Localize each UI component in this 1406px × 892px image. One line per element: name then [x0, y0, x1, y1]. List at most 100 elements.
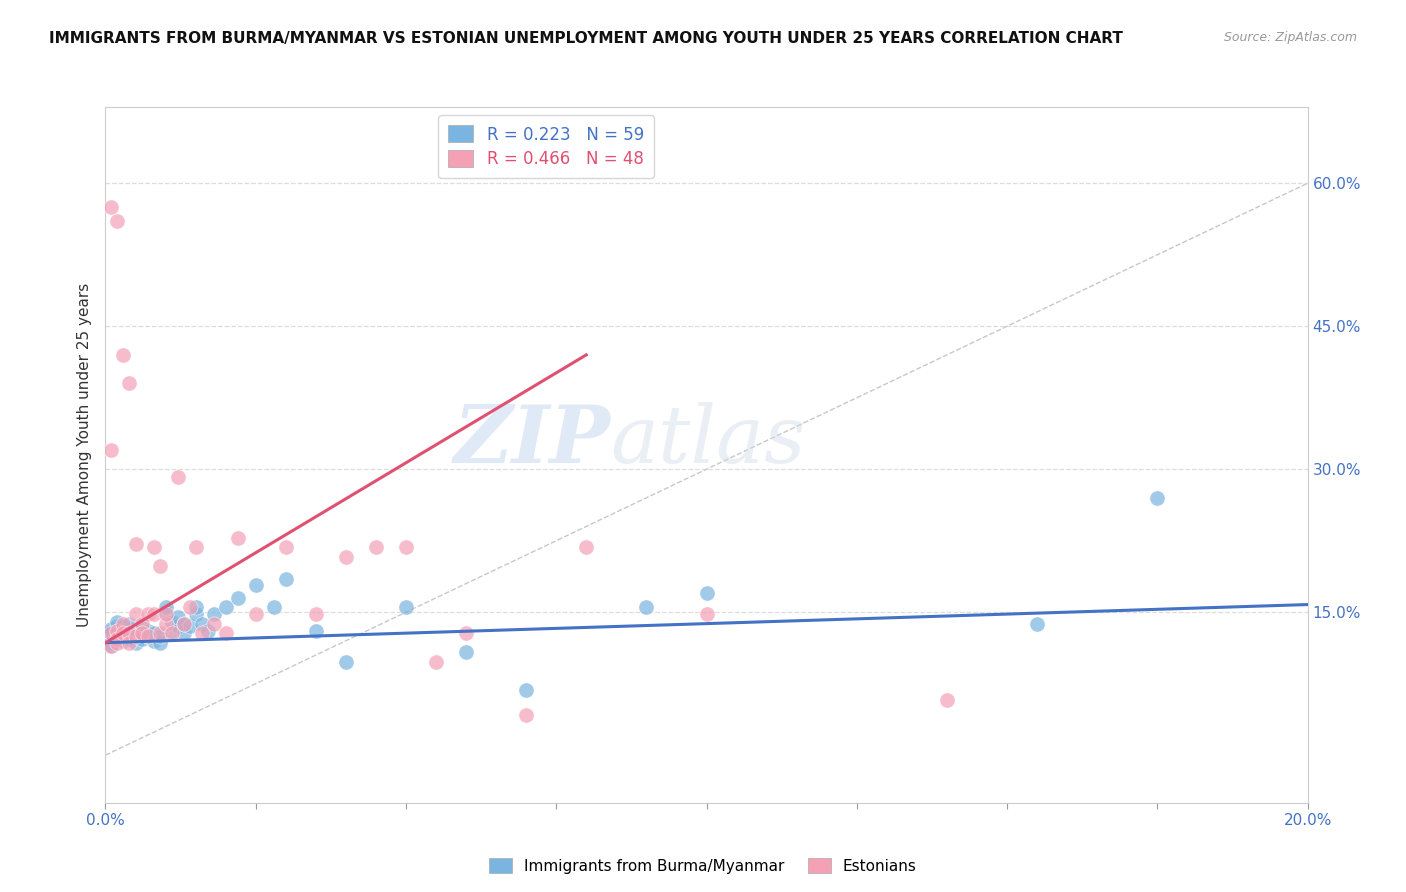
Point — [173, 626, 195, 640]
Point — [245, 578, 267, 592]
Point — [131, 626, 153, 640]
Point — [274, 572, 297, 586]
Point — [696, 586, 718, 600]
Point — [107, 624, 129, 639]
Point — [131, 626, 153, 640]
Point — [202, 607, 225, 621]
Point — [155, 607, 177, 621]
Point — [425, 655, 447, 669]
Point — [112, 348, 135, 362]
Point — [202, 616, 225, 631]
Point — [155, 605, 177, 619]
Point — [118, 626, 141, 640]
Point — [155, 616, 177, 631]
Point — [160, 624, 183, 639]
Point — [118, 376, 141, 391]
Point — [100, 629, 122, 643]
Point — [107, 632, 129, 646]
Point — [454, 626, 477, 640]
Point — [131, 632, 153, 646]
Point — [305, 624, 328, 639]
Point — [263, 600, 285, 615]
Point — [124, 629, 146, 643]
Point — [245, 607, 267, 621]
Point — [112, 624, 135, 639]
Text: IMMIGRANTS FROM BURMA/MYANMAR VS ESTONIAN UNEMPLOYMENT AMONG YOUTH UNDER 25 YEAR: IMMIGRANTS FROM BURMA/MYANMAR VS ESTONIA… — [49, 31, 1123, 46]
Point — [118, 632, 141, 646]
Text: atlas: atlas — [610, 402, 806, 480]
Point — [226, 591, 249, 605]
Point — [124, 635, 146, 649]
Point — [142, 633, 165, 648]
Point — [136, 607, 159, 621]
Point — [148, 559, 170, 574]
Point — [173, 616, 195, 631]
Point — [160, 615, 183, 629]
Point — [118, 626, 141, 640]
Point — [107, 624, 129, 639]
Point — [112, 626, 135, 640]
Point — [131, 616, 153, 631]
Point — [107, 214, 129, 228]
Point — [575, 541, 598, 555]
Point — [184, 600, 207, 615]
Point — [124, 624, 146, 639]
Point — [107, 632, 129, 646]
Point — [226, 531, 249, 545]
Point — [166, 619, 188, 633]
Point — [1146, 491, 1168, 505]
Point — [515, 708, 537, 723]
Point — [936, 693, 959, 707]
Point — [395, 600, 418, 615]
Point — [166, 610, 188, 624]
Point — [100, 626, 122, 640]
Point — [100, 639, 122, 653]
Point — [636, 600, 658, 615]
Point — [395, 541, 418, 555]
Point — [148, 635, 170, 649]
Legend: Immigrants from Burma/Myanmar, Estonians: Immigrants from Burma/Myanmar, Estonians — [484, 852, 922, 880]
Point — [173, 616, 195, 631]
Point — [118, 623, 141, 637]
Point — [214, 626, 236, 640]
Point — [142, 626, 165, 640]
Point — [118, 635, 141, 649]
Point — [166, 470, 188, 484]
Point — [131, 619, 153, 633]
Point — [100, 624, 122, 639]
Point — [160, 626, 183, 640]
Point — [136, 629, 159, 643]
Point — [118, 616, 141, 631]
Point — [179, 600, 201, 615]
Point — [107, 619, 129, 633]
Point — [100, 623, 122, 637]
Point — [696, 607, 718, 621]
Legend: R = 0.223   N = 59, R = 0.466   N = 48: R = 0.223 N = 59, R = 0.466 N = 48 — [439, 115, 654, 178]
Point — [454, 645, 477, 659]
Point — [184, 607, 207, 621]
Point — [142, 541, 165, 555]
Point — [112, 629, 135, 643]
Point — [107, 635, 129, 649]
Point — [100, 443, 122, 458]
Y-axis label: Unemployment Among Youth under 25 years: Unemployment Among Youth under 25 years — [77, 283, 93, 627]
Point — [124, 607, 146, 621]
Point — [305, 607, 328, 621]
Point — [190, 616, 212, 631]
Point — [274, 541, 297, 555]
Point — [214, 600, 236, 615]
Point — [136, 624, 159, 639]
Point — [190, 626, 212, 640]
Point — [100, 639, 122, 653]
Point — [364, 541, 387, 555]
Point — [100, 626, 122, 640]
Point — [124, 536, 146, 550]
Text: ZIP: ZIP — [454, 402, 610, 480]
Point — [515, 683, 537, 698]
Point — [100, 635, 122, 649]
Point — [112, 616, 135, 631]
Point — [148, 629, 170, 643]
Point — [107, 627, 129, 641]
Point — [107, 615, 129, 629]
Point — [100, 200, 122, 214]
